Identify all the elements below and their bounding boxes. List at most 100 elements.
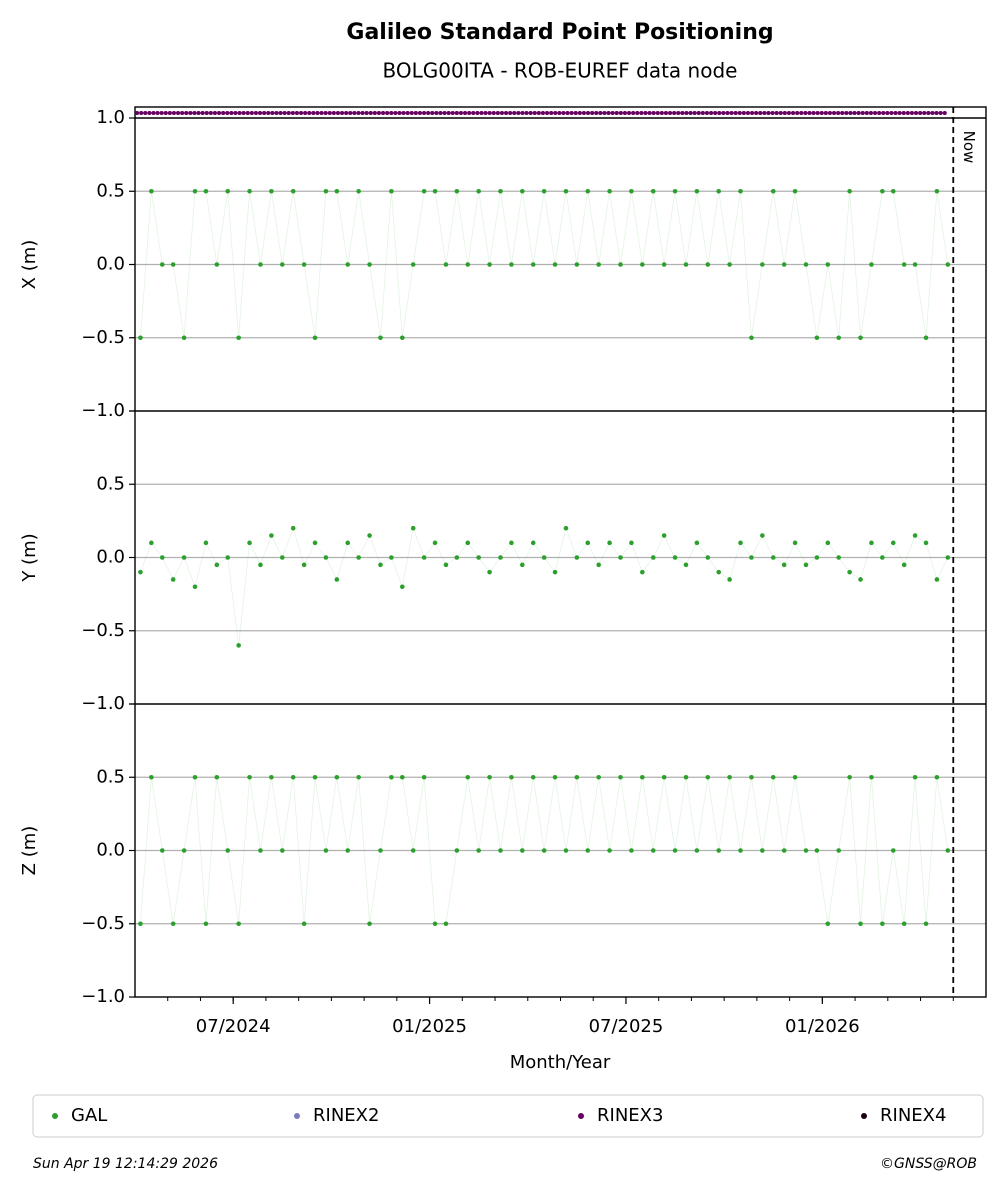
y-tick-label: −1.0 [81, 400, 125, 421]
data-point [890, 848, 896, 853]
data-point [367, 262, 372, 267]
data-point [498, 848, 503, 853]
data-point [770, 188, 776, 194]
data-point [509, 262, 514, 267]
data-point [203, 540, 209, 546]
data-point [465, 262, 471, 267]
y-tick-label: 0.5 [96, 766, 125, 787]
data-point [345, 540, 351, 546]
data-point [552, 262, 558, 267]
legend-marker [861, 1113, 867, 1119]
data-point [214, 774, 220, 780]
data-point [825, 921, 831, 927]
data-point [716, 569, 721, 575]
data-point [836, 848, 842, 853]
data-point [694, 188, 700, 194]
now-label: Now [960, 131, 978, 164]
legend-marker [578, 1113, 584, 1119]
data-point [847, 569, 852, 575]
data-point [149, 774, 154, 780]
y-tick-label: −1.0 [81, 986, 125, 1007]
y-tick-label: −0.5 [81, 620, 125, 641]
data-point [269, 774, 274, 780]
data-point [869, 262, 874, 267]
data-point [618, 262, 623, 267]
data-point [225, 848, 231, 853]
data-point [629, 188, 634, 194]
data-point [727, 577, 732, 582]
data-point [301, 562, 307, 568]
data-point [170, 921, 176, 927]
data-point [389, 555, 394, 560]
data-point [247, 540, 252, 546]
data-point [159, 262, 165, 267]
data-point [880, 921, 885, 927]
data-point [661, 774, 667, 780]
data-point [792, 188, 798, 194]
data-point [661, 262, 667, 267]
data-point [400, 584, 405, 590]
data-point [487, 569, 492, 575]
data-point [880, 188, 885, 194]
data-point [705, 262, 711, 267]
data-point [334, 774, 340, 780]
data-point [421, 774, 427, 780]
data-point [214, 562, 220, 568]
data-point [727, 774, 732, 780]
data-point [760, 533, 765, 538]
data-point [421, 188, 427, 194]
data-point [552, 774, 558, 780]
data-point [170, 262, 176, 267]
data-point [247, 188, 252, 194]
data-point [934, 774, 940, 780]
data-point [225, 188, 231, 194]
data-point [356, 188, 361, 194]
data-point [858, 921, 863, 927]
data-point [290, 774, 296, 780]
data-point [301, 262, 307, 267]
timestamp: Sun Apr 19 12:14:29 2026 [33, 1156, 218, 1172]
y-tick-label: 1.0 [96, 107, 125, 128]
data-point [945, 262, 951, 267]
data-point [410, 525, 416, 531]
data-point [421, 555, 427, 560]
data-point [443, 562, 449, 568]
data-point [356, 774, 361, 780]
data-point [279, 848, 285, 853]
data-point [650, 188, 656, 194]
legend-marker [52, 1113, 58, 1119]
y-axis-label: Y (m) [19, 533, 40, 582]
data-point [192, 584, 198, 590]
data-point [454, 848, 460, 853]
data-point [901, 921, 907, 927]
data-point [781, 262, 787, 267]
data-point [661, 533, 667, 538]
data-point [279, 555, 285, 560]
data-point [400, 335, 405, 341]
legend-label: GAL [71, 1105, 107, 1126]
y-axis-label: X (m) [19, 240, 40, 290]
data-point [367, 921, 372, 927]
data-point [203, 188, 209, 194]
data-point [901, 262, 907, 267]
data-point [541, 848, 547, 853]
data-point [912, 774, 918, 780]
data-point [749, 555, 754, 560]
x-tick-label: 01/2026 [785, 1016, 860, 1037]
data-point [345, 848, 351, 853]
data-point [923, 335, 929, 341]
data-point [781, 562, 787, 568]
data-point [378, 848, 383, 853]
data-point [912, 533, 918, 538]
data-point [367, 533, 372, 538]
legend-label: RINEX2 [313, 1105, 379, 1126]
data-point [345, 262, 351, 267]
data-point [203, 921, 209, 927]
legend-marker [294, 1113, 300, 1119]
data-point [563, 525, 569, 531]
data-point [236, 921, 241, 927]
data-point [847, 774, 852, 780]
data-point [181, 335, 187, 341]
data-point [858, 335, 863, 341]
data-point [476, 555, 481, 560]
